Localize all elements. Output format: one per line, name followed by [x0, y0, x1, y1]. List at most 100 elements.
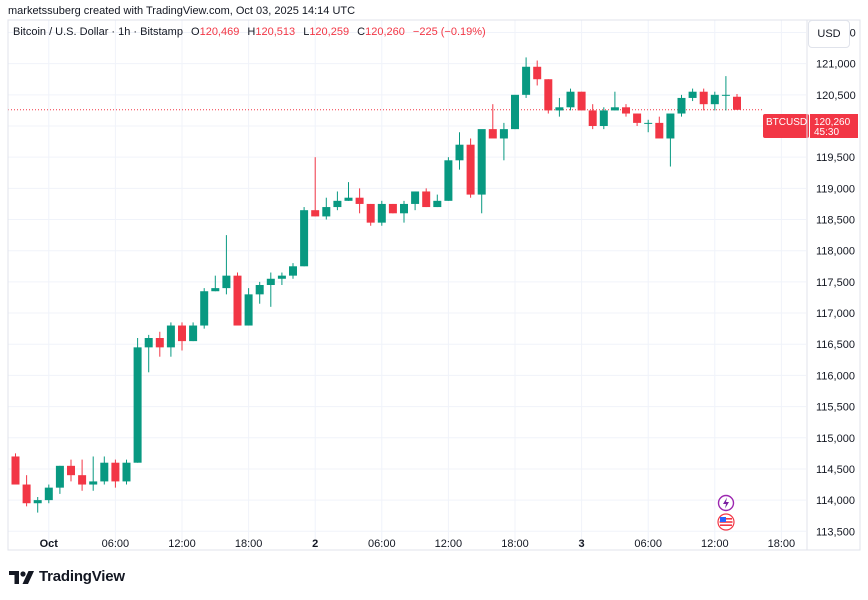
x-tick-label: 18:00 [501, 538, 529, 550]
candle-body [255, 285, 264, 295]
candle-body [266, 278, 275, 285]
tradingview-brand[interactable]: TradingView [9, 568, 125, 585]
candle-body [33, 500, 42, 504]
candle-body [522, 66, 531, 95]
candle-body [699, 91, 708, 105]
candle-body [355, 197, 364, 204]
candle-body [244, 294, 253, 326]
candle-body [122, 462, 131, 482]
candle-body [11, 456, 20, 485]
x-tick-label: 06:00 [368, 538, 396, 550]
candle-body [599, 110, 608, 126]
y-tick-label: 117,500 [816, 277, 855, 289]
x-tick-label: 12:00 [435, 538, 463, 550]
legend-open-label: O [191, 26, 200, 38]
y-tick-label: 120,500 [816, 90, 856, 102]
x-tick-label: 18:00 [768, 538, 796, 550]
candle-body [67, 465, 75, 476]
currency-button[interactable]: USD [808, 20, 850, 48]
legend-high: 120,513 [255, 26, 296, 38]
x-tick-label: 2 [312, 538, 318, 550]
price-tag-countdown: 45:30 [814, 127, 839, 138]
candle-body [488, 129, 497, 139]
candle-body [111, 462, 120, 482]
candle-body [477, 129, 486, 195]
candle-body [710, 94, 719, 105]
candle-body [366, 203, 375, 223]
candle-body [55, 465, 64, 488]
candle-body [499, 129, 508, 139]
candle-body [566, 91, 575, 108]
tradingview-logo-icon [9, 570, 34, 584]
candle-body [655, 122, 664, 139]
candle-body [311, 210, 320, 217]
y-tick-label: 119,000 [816, 183, 855, 195]
y-tick-label: 118,000 [816, 246, 855, 258]
legend-symbol[interactable]: Bitcoin / U.S. Dollar · 1h · Bitstamp [13, 26, 183, 38]
creator-caption: marketssuberg created with TradingView.c… [8, 5, 356, 17]
candle-body [222, 275, 231, 289]
x-tick-label: 06:00 [102, 538, 130, 550]
price-tag-price: 120,260 [814, 117, 851, 128]
candle-body [133, 347, 142, 463]
legend-open: 120,469 [199, 26, 240, 38]
candle-body [511, 94, 519, 130]
x-tick-label: 12:00 [701, 538, 729, 550]
candle-body [644, 122, 653, 124]
candle-body [633, 113, 642, 123]
chart-frame [7, 19, 861, 551]
candle-body [200, 291, 209, 326]
price-tag: BTCUSD 120,260 45:30 [763, 114, 858, 138]
candle-body [155, 338, 164, 348]
y-tick-label: 113,500 [816, 526, 855, 538]
candle-body [610, 107, 619, 111]
candle-body [466, 144, 475, 195]
price-tag-symbol: BTCUSD [766, 117, 807, 128]
candle-body [189, 325, 198, 342]
legend-low: 120,259 [309, 26, 350, 38]
candle-body [622, 107, 630, 114]
legend-high-label: H [247, 26, 256, 38]
candle-body [300, 210, 309, 267]
candle-body [688, 91, 697, 98]
legend-change: −225 (−0.19%) [412, 26, 486, 38]
x-tick-label: 3 [579, 538, 585, 550]
candle-body [433, 200, 442, 208]
y-tick-label: 119,500 [816, 152, 855, 164]
y-tick-label: 116,000 [816, 370, 855, 382]
x-tick-label: 06:00 [634, 538, 662, 550]
candle-body [100, 462, 109, 482]
y-tick-label: 118,500 [816, 215, 855, 227]
candle-body [733, 96, 741, 110]
candle-body [178, 325, 186, 342]
candle-body [166, 325, 175, 348]
candle-body [544, 79, 553, 111]
candle-body [322, 207, 331, 217]
candle-body [400, 203, 408, 214]
candle-body [144, 338, 153, 348]
event-marker-icon[interactable] [717, 494, 735, 512]
candle-body [588, 110, 597, 126]
candle-body [422, 191, 431, 208]
brand-name: TradingView [39, 568, 125, 585]
candle-body [666, 113, 675, 139]
candle-body [277, 275, 286, 279]
candle-body [577, 91, 586, 111]
candle-body [377, 203, 386, 223]
candle-body [677, 97, 686, 114]
y-tick-label: 114,000 [816, 495, 855, 507]
y-tick-label: 116,500 [816, 339, 855, 351]
us-flag-icon[interactable] [717, 513, 735, 531]
y-tick-label: 115,500 [816, 402, 855, 414]
candle-body [455, 144, 464, 161]
x-tick-label: 18:00 [235, 538, 263, 550]
legend-close: 120,260 [365, 26, 405, 38]
candle-body [444, 160, 453, 201]
candle-body [333, 200, 342, 208]
candle-body [721, 94, 730, 96]
candle-body [233, 275, 242, 326]
legend-close-label: C [357, 26, 366, 38]
y-tick-label: 117,000 [816, 308, 855, 320]
legend-low-label: L [303, 26, 310, 38]
